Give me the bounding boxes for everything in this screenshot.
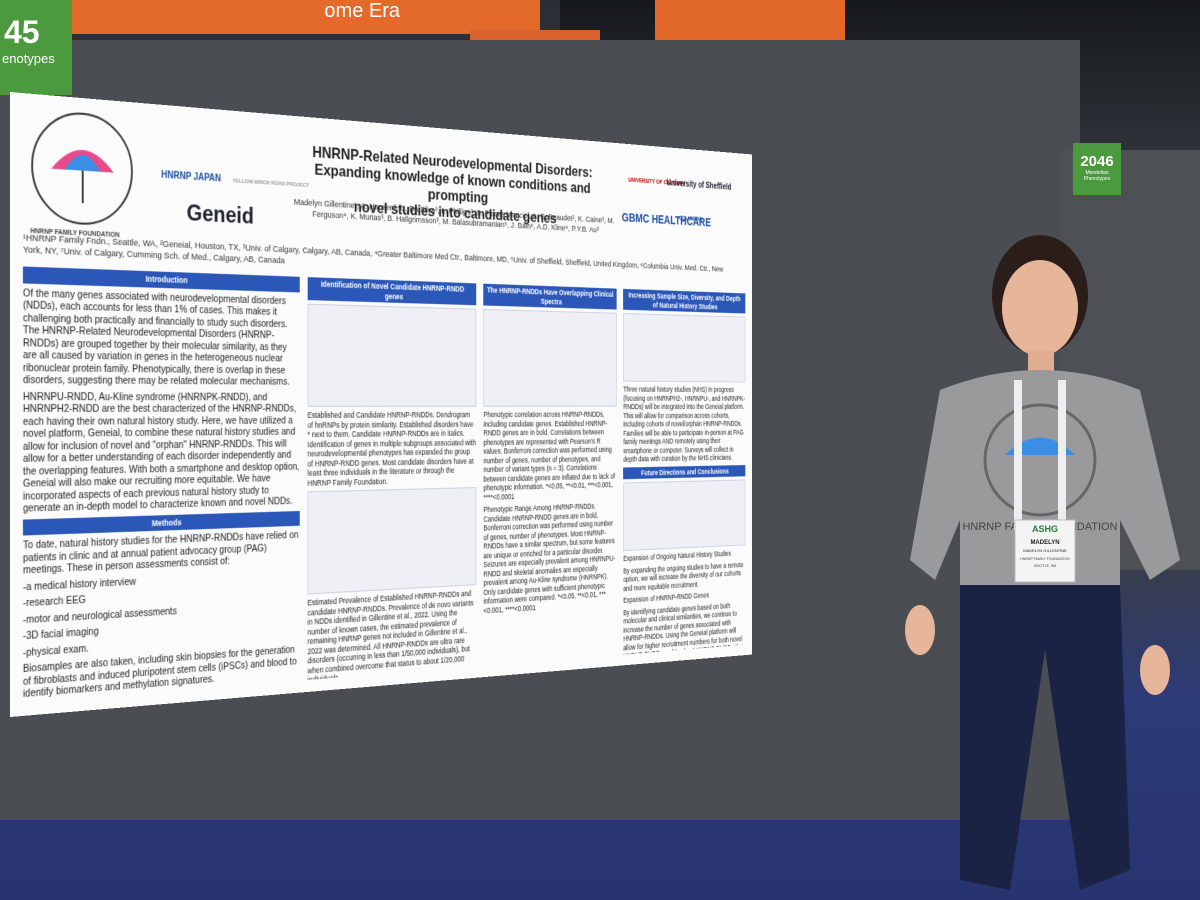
booth-sign: 2046 Mendelian Phenotypes (1073, 143, 1121, 195)
poster-column: Identification of Novel Candidate HNRNP-… (308, 275, 477, 680)
badge-name: MADELYN GILLENTINE (1023, 548, 1067, 553)
paragraph: Estimated Prevalence of Established HNRN… (308, 589, 477, 680)
section-heading: Identification of Novel Candidate HNRNP-… (308, 277, 477, 305)
paragraph: Phenotypic Range Among HNRNP-RNDDs. Cand… (483, 501, 616, 615)
figure (308, 304, 477, 407)
badge-event: ASHG (1032, 524, 1058, 534)
badge-city: SEATTLE, WA (1034, 564, 1057, 568)
figure (623, 479, 745, 551)
booth-label: Mendelian Phenotypes (1073, 170, 1121, 182)
badge-org: HNRNP FAMILY FOUNDATION (1020, 557, 1070, 561)
poster-columns: Introduction Of the many genes associated… (23, 264, 745, 702)
booth-label: enotypes (0, 51, 72, 66)
section-heading: The HNRNP-RNDDs Have Overlapping Clinica… (483, 284, 616, 310)
paragraph: By identifying candidate genes based on … (623, 600, 745, 654)
booth-number: 45 (0, 0, 72, 51)
logo-text: University of Sheffield (666, 179, 731, 193)
poster-column: Introduction Of the many genes associated… (23, 264, 300, 702)
poster-column: The HNRNP-RNDDs Have Overlapping Clinica… (483, 282, 616, 666)
booth-sign: 45 enotypes (0, 0, 72, 95)
section-heading: Future Directions and Conclusions (623, 465, 745, 480)
banner: ome Era (60, 0, 540, 34)
presenter: HNRNP FAMILY FOUNDATION ASHG MADELYN MAD… (880, 230, 1200, 900)
figure (483, 309, 616, 407)
paragraph: Three natural history studies (NHS) in p… (623, 385, 745, 464)
foundation-logo (28, 105, 135, 230)
badge-first-name: MADELYN (1030, 540, 1059, 546)
paragraph: Of the many genes associated with neurod… (23, 287, 300, 388)
poster: HNRNP FAMILY FOUNDATION HNRNP JAPAN YELL… (10, 92, 752, 717)
logo-text: HNRNP JAPAN (161, 170, 221, 184)
poster-column: Increasing Sample Size, Diversity, and D… (623, 287, 745, 654)
logo-text: Geneid (187, 200, 254, 230)
figure (623, 313, 745, 382)
figure (308, 487, 477, 594)
paragraph: Phenotypic correlation across HNRNP-RNDD… (483, 410, 616, 502)
booth-number: 2046 (1073, 143, 1121, 170)
paragraph: HNRNPU-RNDD, Au-Kline syndrome (HNRNPK-R… (23, 391, 300, 516)
scene: ome Era 45 enotypes 2046 Mendelian Pheno… (0, 0, 1200, 900)
paragraph: By expanding the ongoing studies to have… (623, 560, 745, 593)
paragraph: Established and Candidate HNRNP-RNDDs. D… (308, 410, 477, 488)
poster-frame: HNRNP FAMILY FOUNDATION HNRNP JAPAN YELL… (10, 92, 752, 717)
section-heading: Increasing Sample Size, Diversity, and D… (623, 289, 745, 314)
